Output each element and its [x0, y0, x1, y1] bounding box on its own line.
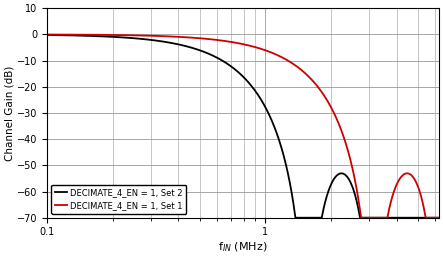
X-axis label: f$_{IN}$ (MHz): f$_{IN}$ (MHz) — [218, 240, 268, 254]
DECIMATE_4_EN = 1, Set 1 — [356, 198, 361, 201]
DECIMATE_4_EN = 1, Set 2 — [276, 138, 282, 141]
DECIMATE_4_EN = 1, Set 1 — [187, 36, 192, 39]
Line: DECIMATE_4_EN = 1, Set 1: DECIMATE_4_EN = 1, Set 1 — [47, 35, 439, 218]
Y-axis label: Channel Gain (dB): Channel Gain (dB) — [4, 65, 14, 161]
DECIMATE_4_EN = 1, Set 2 — [293, 216, 298, 219]
DECIMATE_4_EN = 1, Set 2 — [436, 216, 442, 219]
DECIMATE_4_EN = 1, Set 2 — [356, 208, 361, 211]
DECIMATE_4_EN = 1, Set 1 — [358, 216, 364, 219]
DECIMATE_4_EN = 1, Set 1 — [293, 64, 299, 67]
DECIMATE_4_EN = 1, Set 2 — [293, 216, 299, 219]
DECIMATE_4_EN = 1, Set 2 — [44, 34, 50, 37]
DECIMATE_4_EN = 1, Set 2 — [64, 34, 70, 37]
DECIMATE_4_EN = 1, Set 2 — [335, 173, 340, 176]
Legend: DECIMATE_4_EN = 1, Set 2, DECIMATE_4_EN = 1, Set 1: DECIMATE_4_EN = 1, Set 2, DECIMATE_4_EN … — [51, 185, 187, 214]
DECIMATE_4_EN = 1, Set 2 — [187, 45, 192, 49]
DECIMATE_4_EN = 1, Set 1 — [335, 119, 340, 122]
Line: DECIMATE_4_EN = 1, Set 2: DECIMATE_4_EN = 1, Set 2 — [47, 35, 439, 218]
DECIMATE_4_EN = 1, Set 1 — [436, 216, 442, 219]
DECIMATE_4_EN = 1, Set 1 — [276, 54, 282, 57]
DECIMATE_4_EN = 1, Set 1 — [64, 33, 70, 36]
DECIMATE_4_EN = 1, Set 1 — [44, 33, 50, 36]
